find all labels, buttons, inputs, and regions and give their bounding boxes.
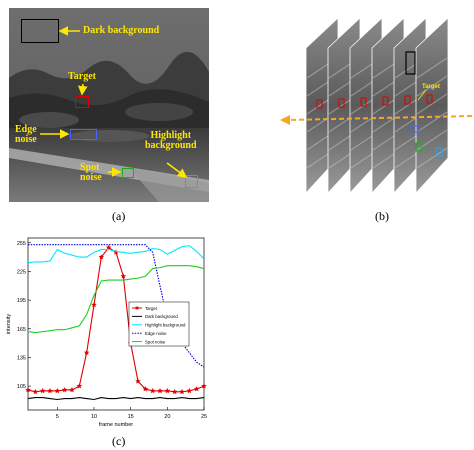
y-tick-label: 165 <box>17 327 26 333</box>
panel-c-label: (c) <box>112 434 126 448</box>
temporal-arrow-head <box>280 115 290 125</box>
data-point <box>149 387 156 394</box>
target-annotation: Target <box>68 71 96 82</box>
spot-noise-annotation: Spot noise <box>80 162 102 183</box>
panel-a-label: (a) <box>112 209 126 223</box>
highlight-background-box <box>185 175 198 188</box>
series-line <box>27 265 205 334</box>
x-tick-label: 10 <box>91 414 97 420</box>
series-highlight-background <box>27 245 205 264</box>
temporal-arrow <box>287 115 472 121</box>
data-point <box>32 388 39 395</box>
data-point <box>120 273 127 279</box>
data-point <box>98 254 105 260</box>
y-tick-label: 195 <box>17 298 26 304</box>
frame-dark-background-box <box>405 51 416 75</box>
highlight-background-annotation: Highlight background <box>145 130 197 151</box>
y-tick-label: 135 <box>17 355 26 361</box>
y-tick-label: 225 <box>17 269 26 275</box>
spot-noise-box <box>122 168 134 178</box>
x-axis-label: frame number <box>99 422 133 428</box>
series-line <box>27 245 205 264</box>
legend: Target Dark background Highlight backgroun… <box>128 301 190 347</box>
legend-entry: Edge noise <box>145 331 167 336</box>
y-axis-label: intensity <box>6 314 12 334</box>
frame-highlight-background-box <box>435 147 443 157</box>
series-dark-background <box>27 397 205 401</box>
panel-b-frame-stack: Target <box>280 17 472 195</box>
frame-spot-noise-box <box>415 142 423 152</box>
series-line <box>27 397 205 401</box>
frame-target-box <box>426 94 433 104</box>
frame-target-label: Target <box>422 84 440 90</box>
data-point <box>171 388 178 395</box>
frame-target-box <box>382 96 389 106</box>
dark-background-annotation: Dark background <box>83 25 160 36</box>
edge-noise-annotation: Edge noise <box>15 124 37 145</box>
frame-target-box <box>316 99 323 109</box>
edge-noise-box <box>70 129 97 140</box>
data-point <box>201 383 207 389</box>
data-point <box>39 387 46 394</box>
frame-target-box <box>360 97 367 107</box>
data-point <box>157 387 163 394</box>
stacked-frame <box>405 17 449 195</box>
data-point <box>142 385 149 392</box>
data-point <box>186 387 193 394</box>
legend-entry: Highlight background <box>145 323 186 328</box>
infrared-scene-illustration <box>9 8 209 202</box>
target-box <box>75 96 89 108</box>
panel-a-image <box>9 8 209 202</box>
legend-entry: Target <box>145 306 158 311</box>
x-tick-label: 25 <box>201 414 207 420</box>
frame-target-box <box>404 95 411 105</box>
data-point <box>135 378 141 384</box>
data-point <box>25 386 31 393</box>
legend-entry: Dark background <box>145 314 178 319</box>
frame-edge-noise-box <box>410 125 420 133</box>
x-tick-label: 20 <box>164 414 170 420</box>
panel-b-label: (b) <box>375 209 389 223</box>
data-point <box>193 385 200 392</box>
intensity-chart: 5 10 15 20 25 105 135 165 195 225 255 frame number i… <box>6 237 207 428</box>
x-tick-label: 15 <box>128 414 134 420</box>
series-target <box>25 244 207 395</box>
y-tick-label: 255 <box>17 241 26 247</box>
legend-entry: Spot noise <box>145 339 166 344</box>
data-point <box>105 244 112 250</box>
y-tick-label: 105 <box>17 384 26 390</box>
frame-target-box <box>338 98 345 108</box>
data-point <box>47 387 53 394</box>
data-point <box>54 387 61 394</box>
series-spot-noise <box>27 265 205 334</box>
x-tick-label: 5 <box>56 414 59 420</box>
data-point <box>76 383 83 389</box>
data-point <box>164 387 171 394</box>
data-point <box>134 305 140 310</box>
data-point <box>179 388 185 395</box>
data-point <box>61 386 68 393</box>
data-point <box>69 386 75 393</box>
data-point <box>91 301 97 308</box>
data-point <box>83 349 90 356</box>
